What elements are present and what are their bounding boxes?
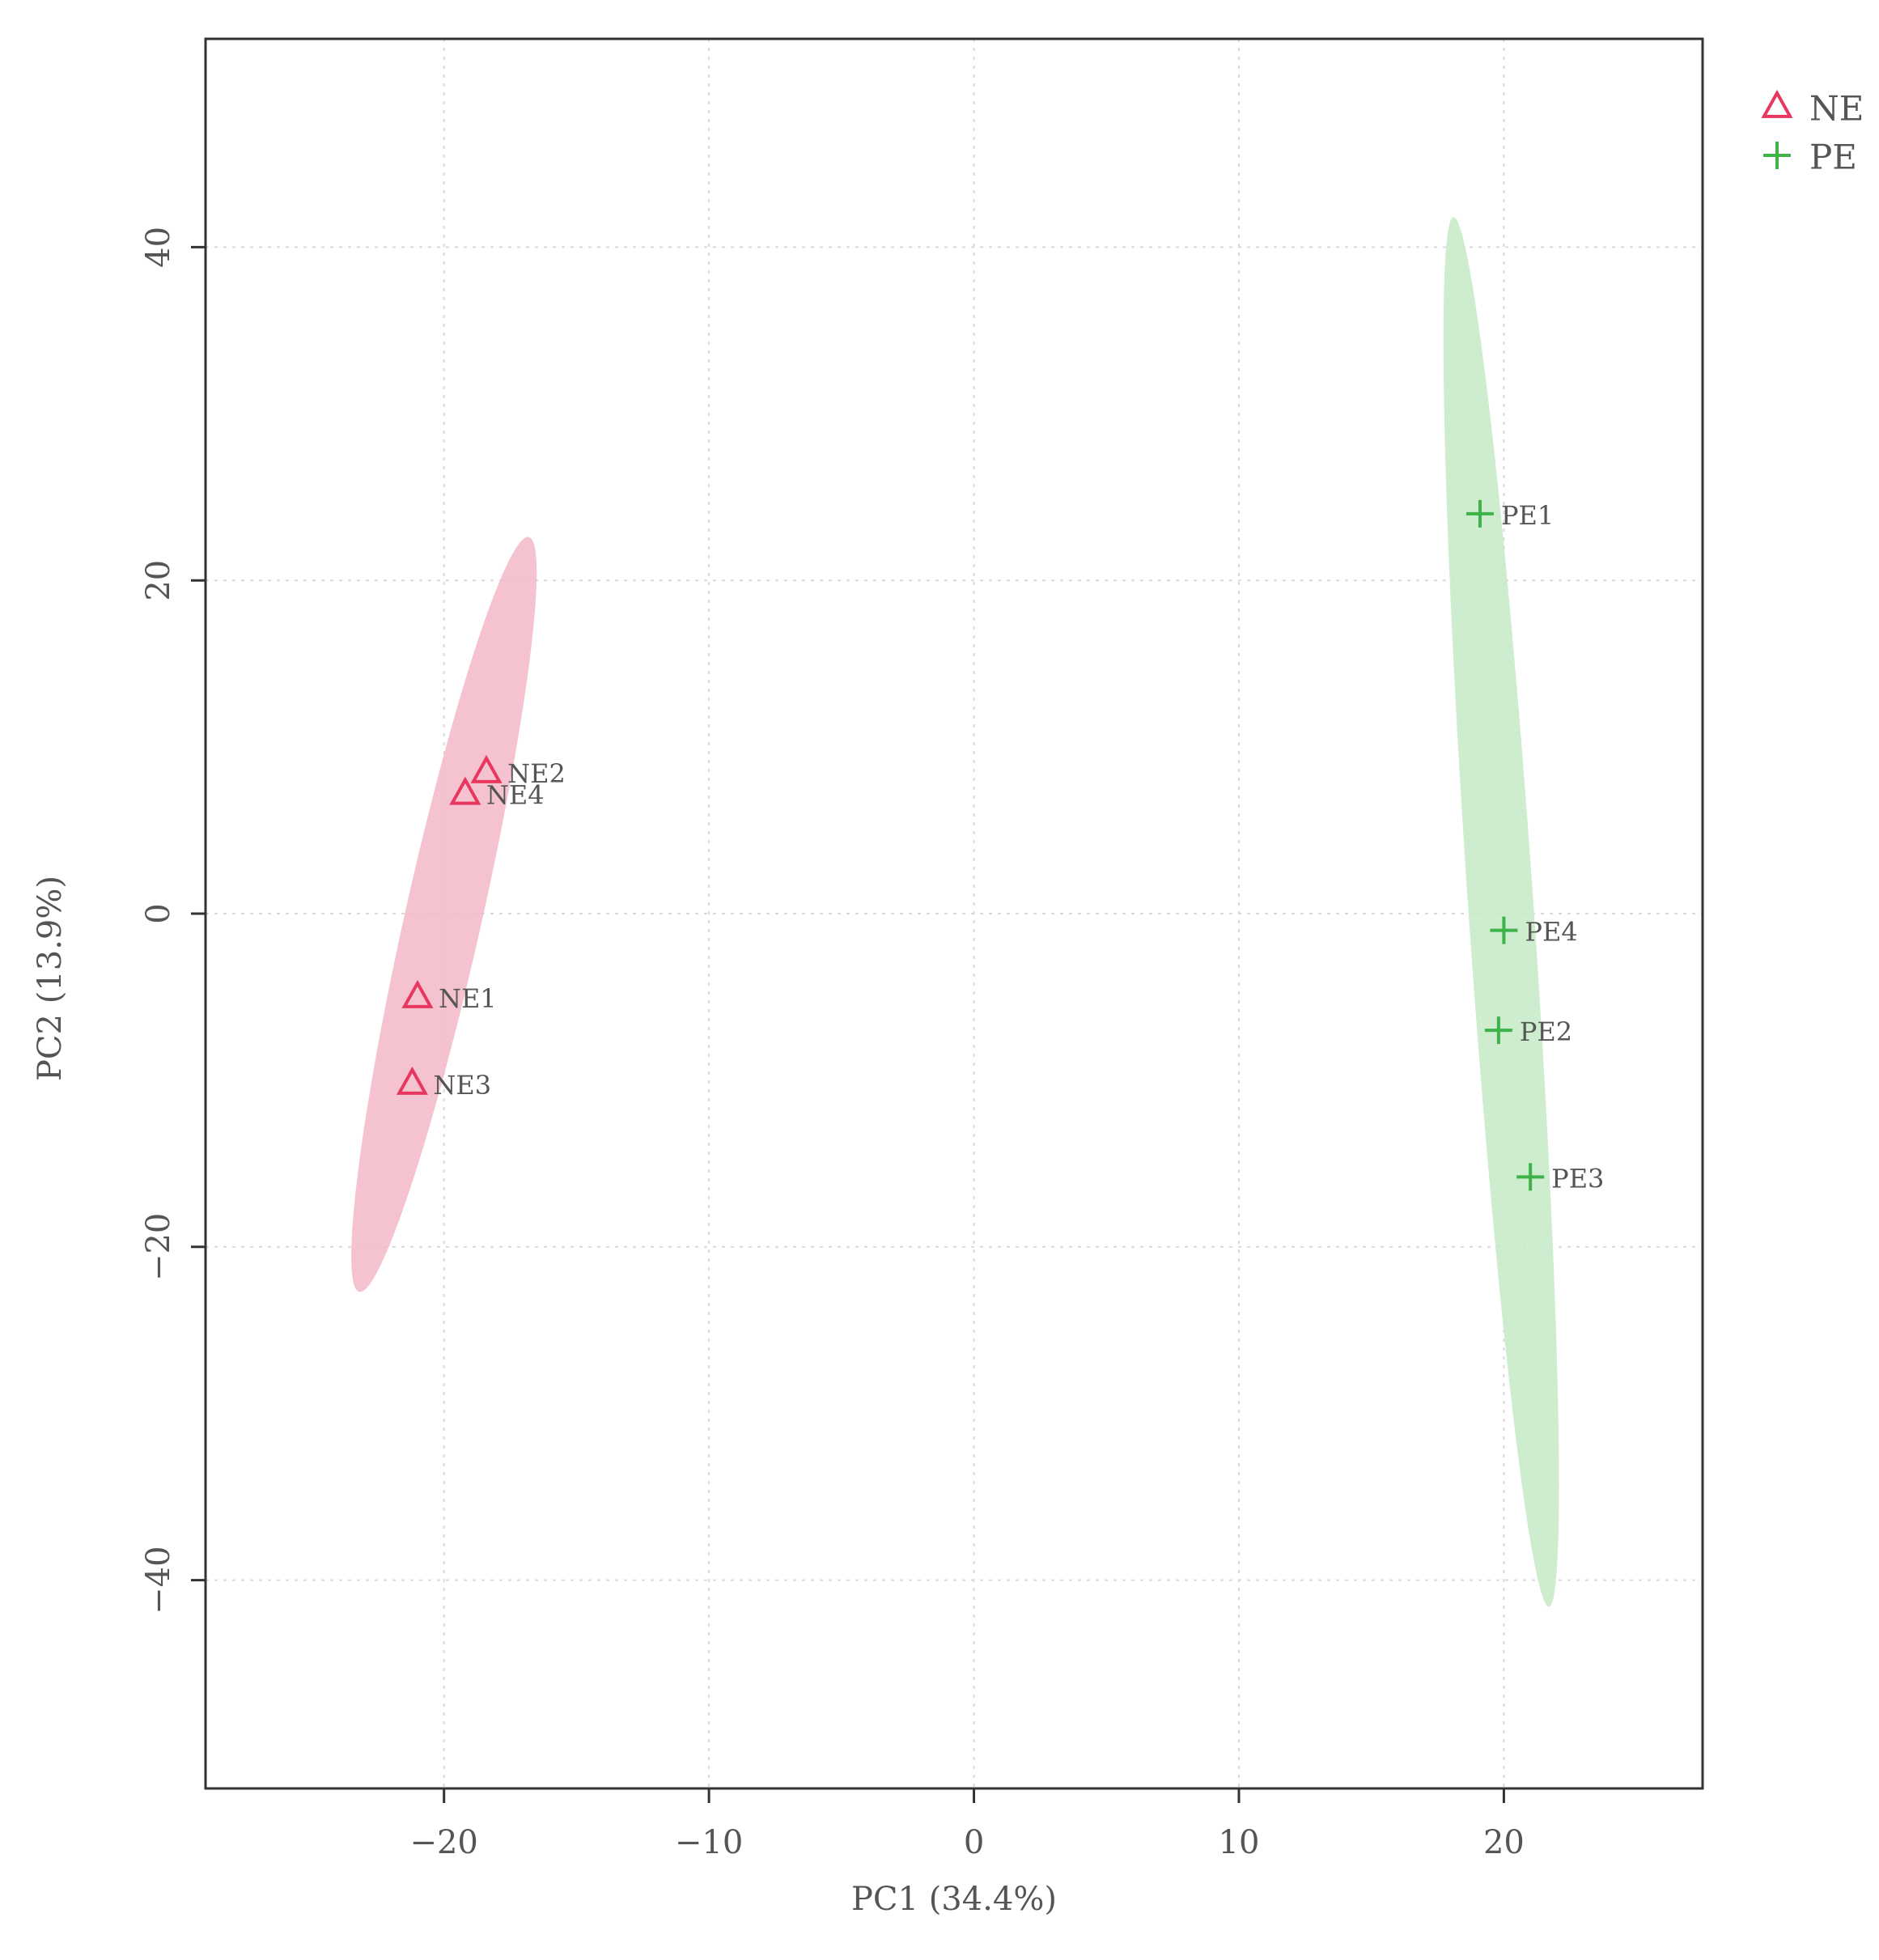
x-axis-label: PC1 (34.4%)	[851, 1881, 1057, 1918]
legend-marker-pe	[1763, 142, 1791, 169]
point-ne4	[449, 776, 481, 805]
point-pe3	[1516, 1163, 1545, 1191]
x-tick-label: 0	[964, 1824, 984, 1861]
point-label-pe3: PE3	[1551, 1163, 1604, 1194]
legend-marker-ne	[1761, 89, 1793, 118]
point-label-pe4: PE4	[1525, 917, 1577, 948]
ellipse-ne	[351, 537, 537, 1292]
point-label-ne3: NE3	[433, 1070, 491, 1101]
point-ne1	[401, 979, 434, 1008]
point-ne3	[396, 1066, 428, 1095]
legend-label-ne: NE	[1809, 89, 1864, 129]
y-tick-label: −40	[140, 1546, 177, 1614]
confidence-ellipses	[351, 217, 1559, 1607]
y-tick-label: −20	[140, 1213, 177, 1281]
point-labels: NE1 NE2 NE3 NE4 PE1 PE2 PE3 PE4	[433, 500, 1604, 1194]
data-points	[396, 499, 1545, 1191]
y-axis-label: PC2 (13.9%)	[32, 876, 69, 1081]
point-pe2	[1484, 1016, 1512, 1045]
point-label-pe2: PE2	[1520, 1016, 1572, 1047]
x-tick-label: 20	[1483, 1824, 1525, 1861]
point-label-pe1: PE1	[1501, 500, 1554, 531]
ellipse-pe	[1443, 217, 1559, 1607]
y-tick-label: 40	[140, 227, 177, 268]
y-tick-label: 0	[140, 903, 177, 923]
point-label-ne4: NE4	[486, 780, 545, 811]
legend: NE PE	[1761, 89, 1864, 177]
legend-label-pe: PE	[1809, 138, 1857, 177]
x-tick-label: −10	[675, 1824, 743, 1861]
point-label-ne2: NE2	[507, 758, 566, 789]
x-tick-label: 10	[1219, 1824, 1260, 1861]
point-pe4	[1490, 916, 1518, 944]
point-label-ne1: NE1	[439, 983, 497, 1014]
point-pe1	[1465, 499, 1494, 528]
x-tick-label: −20	[409, 1824, 477, 1861]
y-tick-label: 20	[140, 560, 177, 601]
point-ne2	[470, 754, 503, 783]
axis-ticks: −20 −10 0 10 20 −40 −20 0 20 40	[140, 227, 1525, 1861]
